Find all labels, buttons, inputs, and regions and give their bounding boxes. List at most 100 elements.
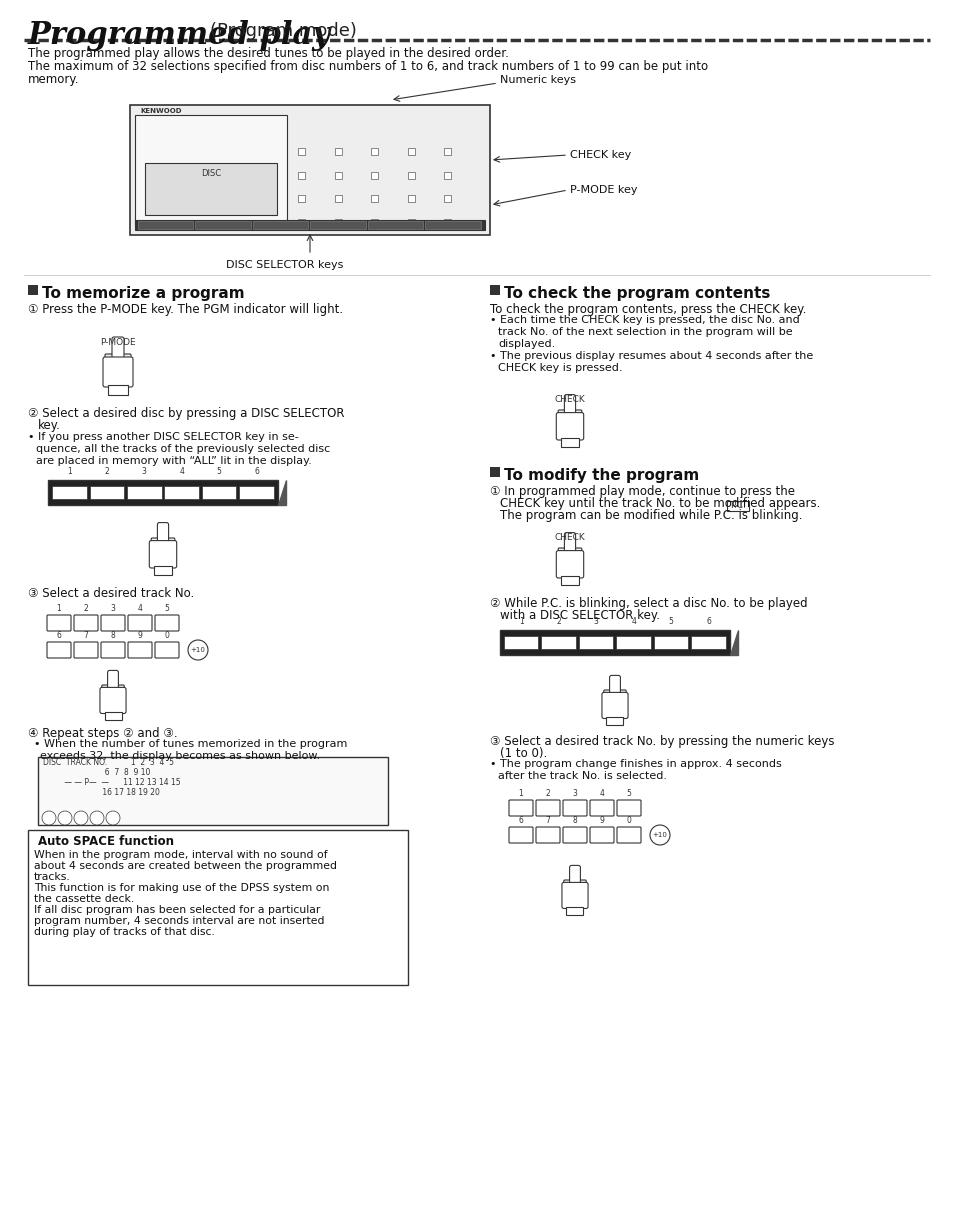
Bar [407,148,415,156]
Text: 4: 4 [631,617,636,626]
FancyBboxPatch shape [128,642,152,659]
Bar [28,286,38,295]
Text: Numeric keys: Numeric keys [499,75,576,85]
Bar [691,635,725,649]
FancyBboxPatch shape [101,642,125,659]
FancyBboxPatch shape [100,688,126,713]
Text: 1: 1 [56,604,61,614]
Text: 7: 7 [84,631,89,640]
FancyBboxPatch shape [105,354,131,368]
FancyBboxPatch shape [112,337,124,358]
Text: 9: 9 [598,816,604,825]
Bar [654,635,688,649]
FancyBboxPatch shape [603,690,625,702]
FancyBboxPatch shape [74,810,88,825]
Text: 6  7  8  9 10: 6 7 8 9 10 [43,768,151,778]
Bar [616,635,650,649]
Bar [335,219,341,226]
Text: CHECK key is pressed.: CHECK key is pressed. [497,363,622,373]
FancyBboxPatch shape [563,880,585,892]
Text: 3: 3 [572,789,577,798]
FancyBboxPatch shape [560,437,578,447]
FancyBboxPatch shape [556,550,583,578]
Text: 8: 8 [111,631,115,640]
FancyBboxPatch shape [128,615,152,631]
Text: 6: 6 [705,617,710,626]
Bar [371,196,377,203]
Text: DISC: DISC [201,170,221,179]
FancyBboxPatch shape [536,827,559,843]
Text: 1: 1 [518,617,523,626]
FancyBboxPatch shape [157,522,169,543]
FancyBboxPatch shape [509,827,533,843]
Text: 2: 2 [556,617,560,626]
Bar [335,196,341,203]
Text: 4: 4 [598,789,604,798]
Bar [202,486,236,499]
Bar [90,486,124,499]
FancyBboxPatch shape [564,532,575,553]
Bar [130,104,490,234]
FancyBboxPatch shape [101,615,125,631]
FancyBboxPatch shape [90,810,104,825]
FancyBboxPatch shape [151,538,174,550]
FancyBboxPatch shape [108,385,128,395]
Text: • When the number of tunes memorized in the program: • When the number of tunes memorized in … [34,739,347,748]
Text: ① In programmed play mode, continue to press the: ① In programmed play mode, continue to p… [490,485,794,498]
FancyBboxPatch shape [617,827,640,843]
Text: 5: 5 [626,789,631,798]
Bar [578,635,613,649]
FancyBboxPatch shape [562,827,586,843]
Text: 5: 5 [216,467,221,476]
Bar [407,196,415,203]
Text: If all disc program has been selected for a particular: If all disc program has been selected fo… [34,905,320,915]
Text: P.C.: P.C. [729,502,745,510]
Text: 4: 4 [137,604,142,614]
Text: 1: 1 [67,467,71,476]
FancyBboxPatch shape [562,799,586,816]
Bar [335,148,341,156]
Bar [135,220,484,230]
FancyBboxPatch shape [47,642,71,659]
Text: +10: +10 [652,832,667,838]
Bar [127,486,161,499]
Circle shape [188,640,208,660]
FancyBboxPatch shape [606,717,623,725]
Text: CHECK: CHECK [554,533,585,542]
Text: exceeds 32, the display becomes as shown below.: exceeds 32, the display becomes as shown… [40,751,320,761]
Text: ② Select a desired disc by pressing a DISC SELECTOR: ② Select a desired disc by pressing a DI… [28,407,344,420]
Bar [407,171,415,179]
Bar [407,219,415,226]
Text: quence, all the tracks of the previously selected disc: quence, all the tracks of the previously… [36,443,330,454]
Bar [135,115,287,225]
Text: 0: 0 [164,631,170,640]
Text: ③ Select a desired track No.: ③ Select a desired track No. [28,587,194,600]
Text: DISC SELECTOR keys: DISC SELECTOR keys [226,260,343,270]
Bar [310,221,366,228]
Text: To check the program contents: To check the program contents [503,286,770,301]
Text: CHECK: CHECK [554,395,585,403]
Text: (1 to 0).: (1 to 0). [499,747,547,761]
Bar [541,635,576,649]
Bar [253,221,308,228]
Text: This function is for making use of the DPSS system on: This function is for making use of the D… [34,883,329,893]
Bar [444,219,451,226]
FancyBboxPatch shape [617,799,640,816]
Text: ④ Repeat steps ② and ③.: ④ Repeat steps ② and ③. [28,727,177,740]
Bar [425,221,480,228]
Text: 5: 5 [668,617,673,626]
FancyBboxPatch shape [560,576,578,584]
FancyBboxPatch shape [47,615,71,631]
Text: 1: 1 [518,789,523,798]
Text: with a DISC SELECTOR key.: with a DISC SELECTOR key. [499,609,659,622]
Text: When in the program mode, interval with no sound of: When in the program mode, interval with … [34,850,327,860]
Text: To modify the program: To modify the program [503,468,699,484]
FancyBboxPatch shape [42,810,56,825]
Text: memory.: memory. [28,73,79,86]
FancyBboxPatch shape [536,799,559,816]
Bar [371,148,377,156]
Text: CHECK key: CHECK key [569,149,631,160]
Text: tracks.: tracks. [34,872,71,882]
FancyBboxPatch shape [108,671,118,690]
Text: displayed.: displayed. [497,339,555,349]
